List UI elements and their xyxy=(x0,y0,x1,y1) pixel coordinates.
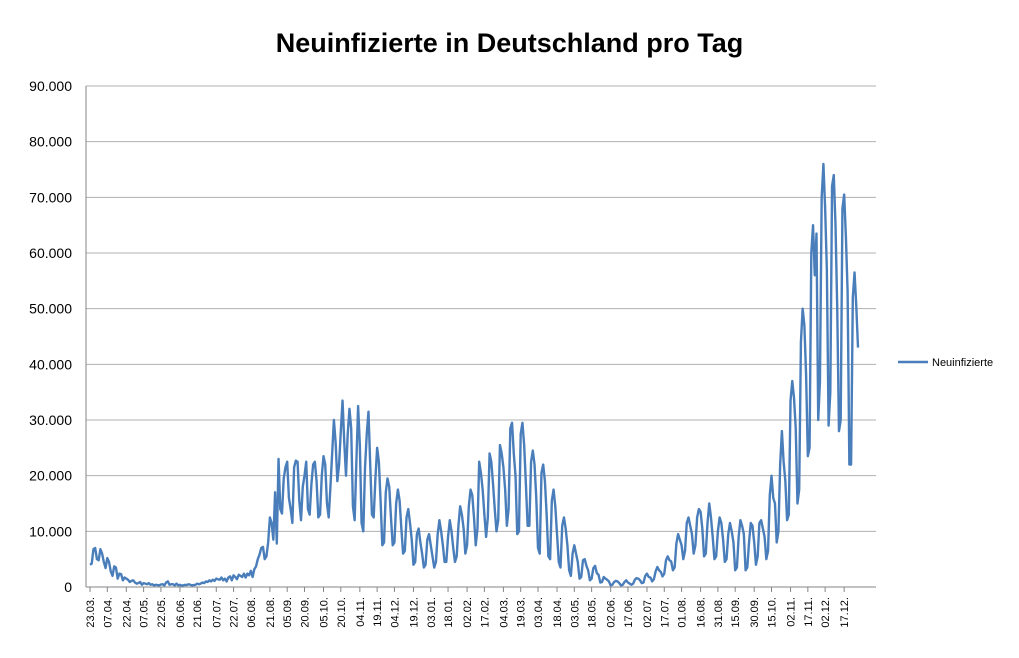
x-tick-label: 06.08. xyxy=(246,597,258,628)
y-tick-label: 90.000 xyxy=(29,78,72,94)
x-tick-label: 22.07. xyxy=(229,597,241,628)
x-tick-label: 19.11. xyxy=(372,597,384,627)
x-tick-label: 30.09. xyxy=(749,597,761,628)
chart-title: Neuinfizierte in Deutschland pro Tag xyxy=(275,28,744,58)
x-tick-label: 16.08. xyxy=(696,597,708,628)
x-tick-label: 02.02. xyxy=(462,597,474,628)
x-tick-label: 04.11. xyxy=(355,597,367,627)
y-tick-label: 70.000 xyxy=(29,189,72,205)
x-tick-label: 22.04. xyxy=(121,597,133,628)
x-tick-label: 05.09. xyxy=(282,597,294,628)
y-tick-label: 40.000 xyxy=(29,356,72,372)
y-tick-label: 30.000 xyxy=(29,412,72,428)
x-tick-label: 22.05. xyxy=(156,597,168,628)
x-tick-label: 02.12. xyxy=(820,597,832,628)
x-tick-label: 21.08. xyxy=(265,597,277,628)
x-tick-label: 17.12. xyxy=(839,597,851,628)
x-tick-label: 04.03. xyxy=(498,597,510,628)
x-tick-label: 01.08. xyxy=(677,597,689,628)
x-tick-label: 15.09. xyxy=(730,597,742,628)
x-tick-label: 17.06. xyxy=(623,597,635,628)
y-tick-label: 10.000 xyxy=(29,523,72,539)
legend-label: Neuinfizierte xyxy=(932,357,993,369)
x-tick-label: 20.10. xyxy=(336,597,348,628)
x-tick-label: 03.01. xyxy=(426,597,438,628)
x-tick-label: 19.12. xyxy=(408,597,420,628)
x-tick-label: 31.08. xyxy=(713,597,725,628)
y-tick-label: 20.000 xyxy=(29,468,72,484)
x-tick-label: 20.09. xyxy=(299,597,311,628)
x-tick-label: 03.04. xyxy=(533,597,545,628)
x-tick-label: 17.07. xyxy=(659,597,671,628)
x-tick-label: 18.01. xyxy=(443,597,455,628)
x-tick-label: 17.02. xyxy=(479,597,491,628)
x-tick-label: 02.06. xyxy=(606,597,618,628)
x-tick-label: 07.07. xyxy=(211,597,223,628)
x-tick-label: 15.10. xyxy=(767,597,779,628)
x-tick-label: 02.11. xyxy=(786,597,798,627)
x-tick-label: 17.11. xyxy=(803,597,815,627)
x-tick-label: 18.05. xyxy=(587,597,599,628)
x-tick-label: 05.10. xyxy=(319,597,331,628)
y-tick-label: 0 xyxy=(64,579,72,595)
y-tick-label: 60.000 xyxy=(29,245,72,261)
x-tick-label: 19.03. xyxy=(516,597,528,628)
x-tick-label: 06.06. xyxy=(175,597,187,628)
x-tick-label: 07.04. xyxy=(102,597,114,628)
y-tick-label: 50.000 xyxy=(29,301,72,317)
y-tick-label: 80.000 xyxy=(29,134,72,150)
series-line-neuinfizierte xyxy=(89,162,860,587)
x-tick-label: 18.04. xyxy=(552,597,564,628)
x-tick-label: 23.03. xyxy=(85,597,97,628)
x-tick-label: 04.12. xyxy=(389,597,401,628)
x-tick-label: 07.05. xyxy=(139,597,151,628)
x-tick-label: 03.05. xyxy=(569,597,581,628)
x-tick-label: 21.06. xyxy=(192,597,204,628)
x-tick-label: 02.07. xyxy=(642,597,654,628)
